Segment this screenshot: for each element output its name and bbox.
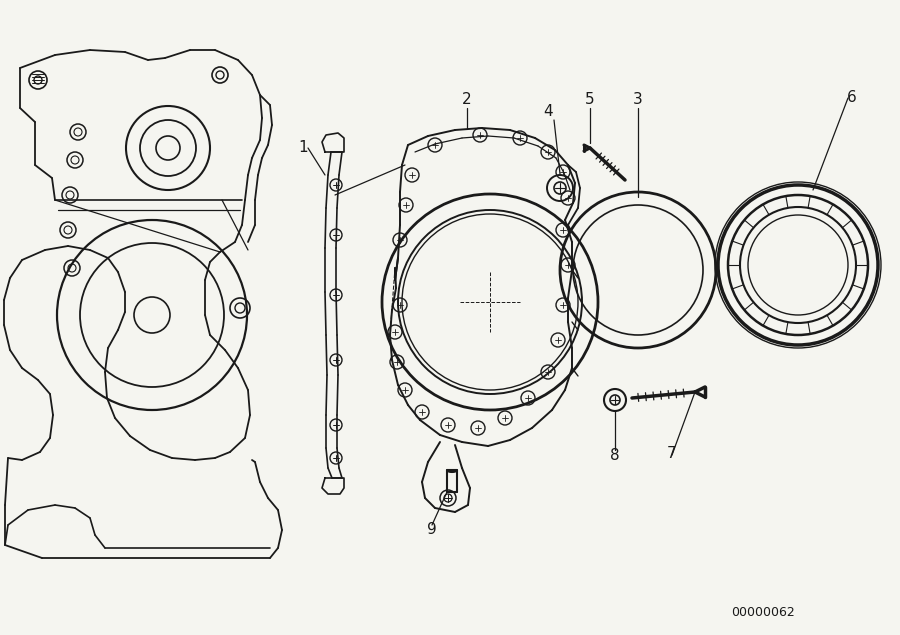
Text: 2: 2 [463, 93, 472, 107]
Text: 8: 8 [610, 448, 620, 462]
Text: 1: 1 [298, 140, 308, 156]
Text: 5: 5 [585, 93, 595, 107]
Text: 6: 6 [847, 91, 857, 105]
Text: 00000062: 00000062 [731, 606, 795, 618]
Text: 9: 9 [428, 523, 436, 537]
Text: 7: 7 [667, 446, 677, 460]
Text: 3: 3 [633, 93, 643, 107]
Text: 4: 4 [544, 105, 553, 119]
